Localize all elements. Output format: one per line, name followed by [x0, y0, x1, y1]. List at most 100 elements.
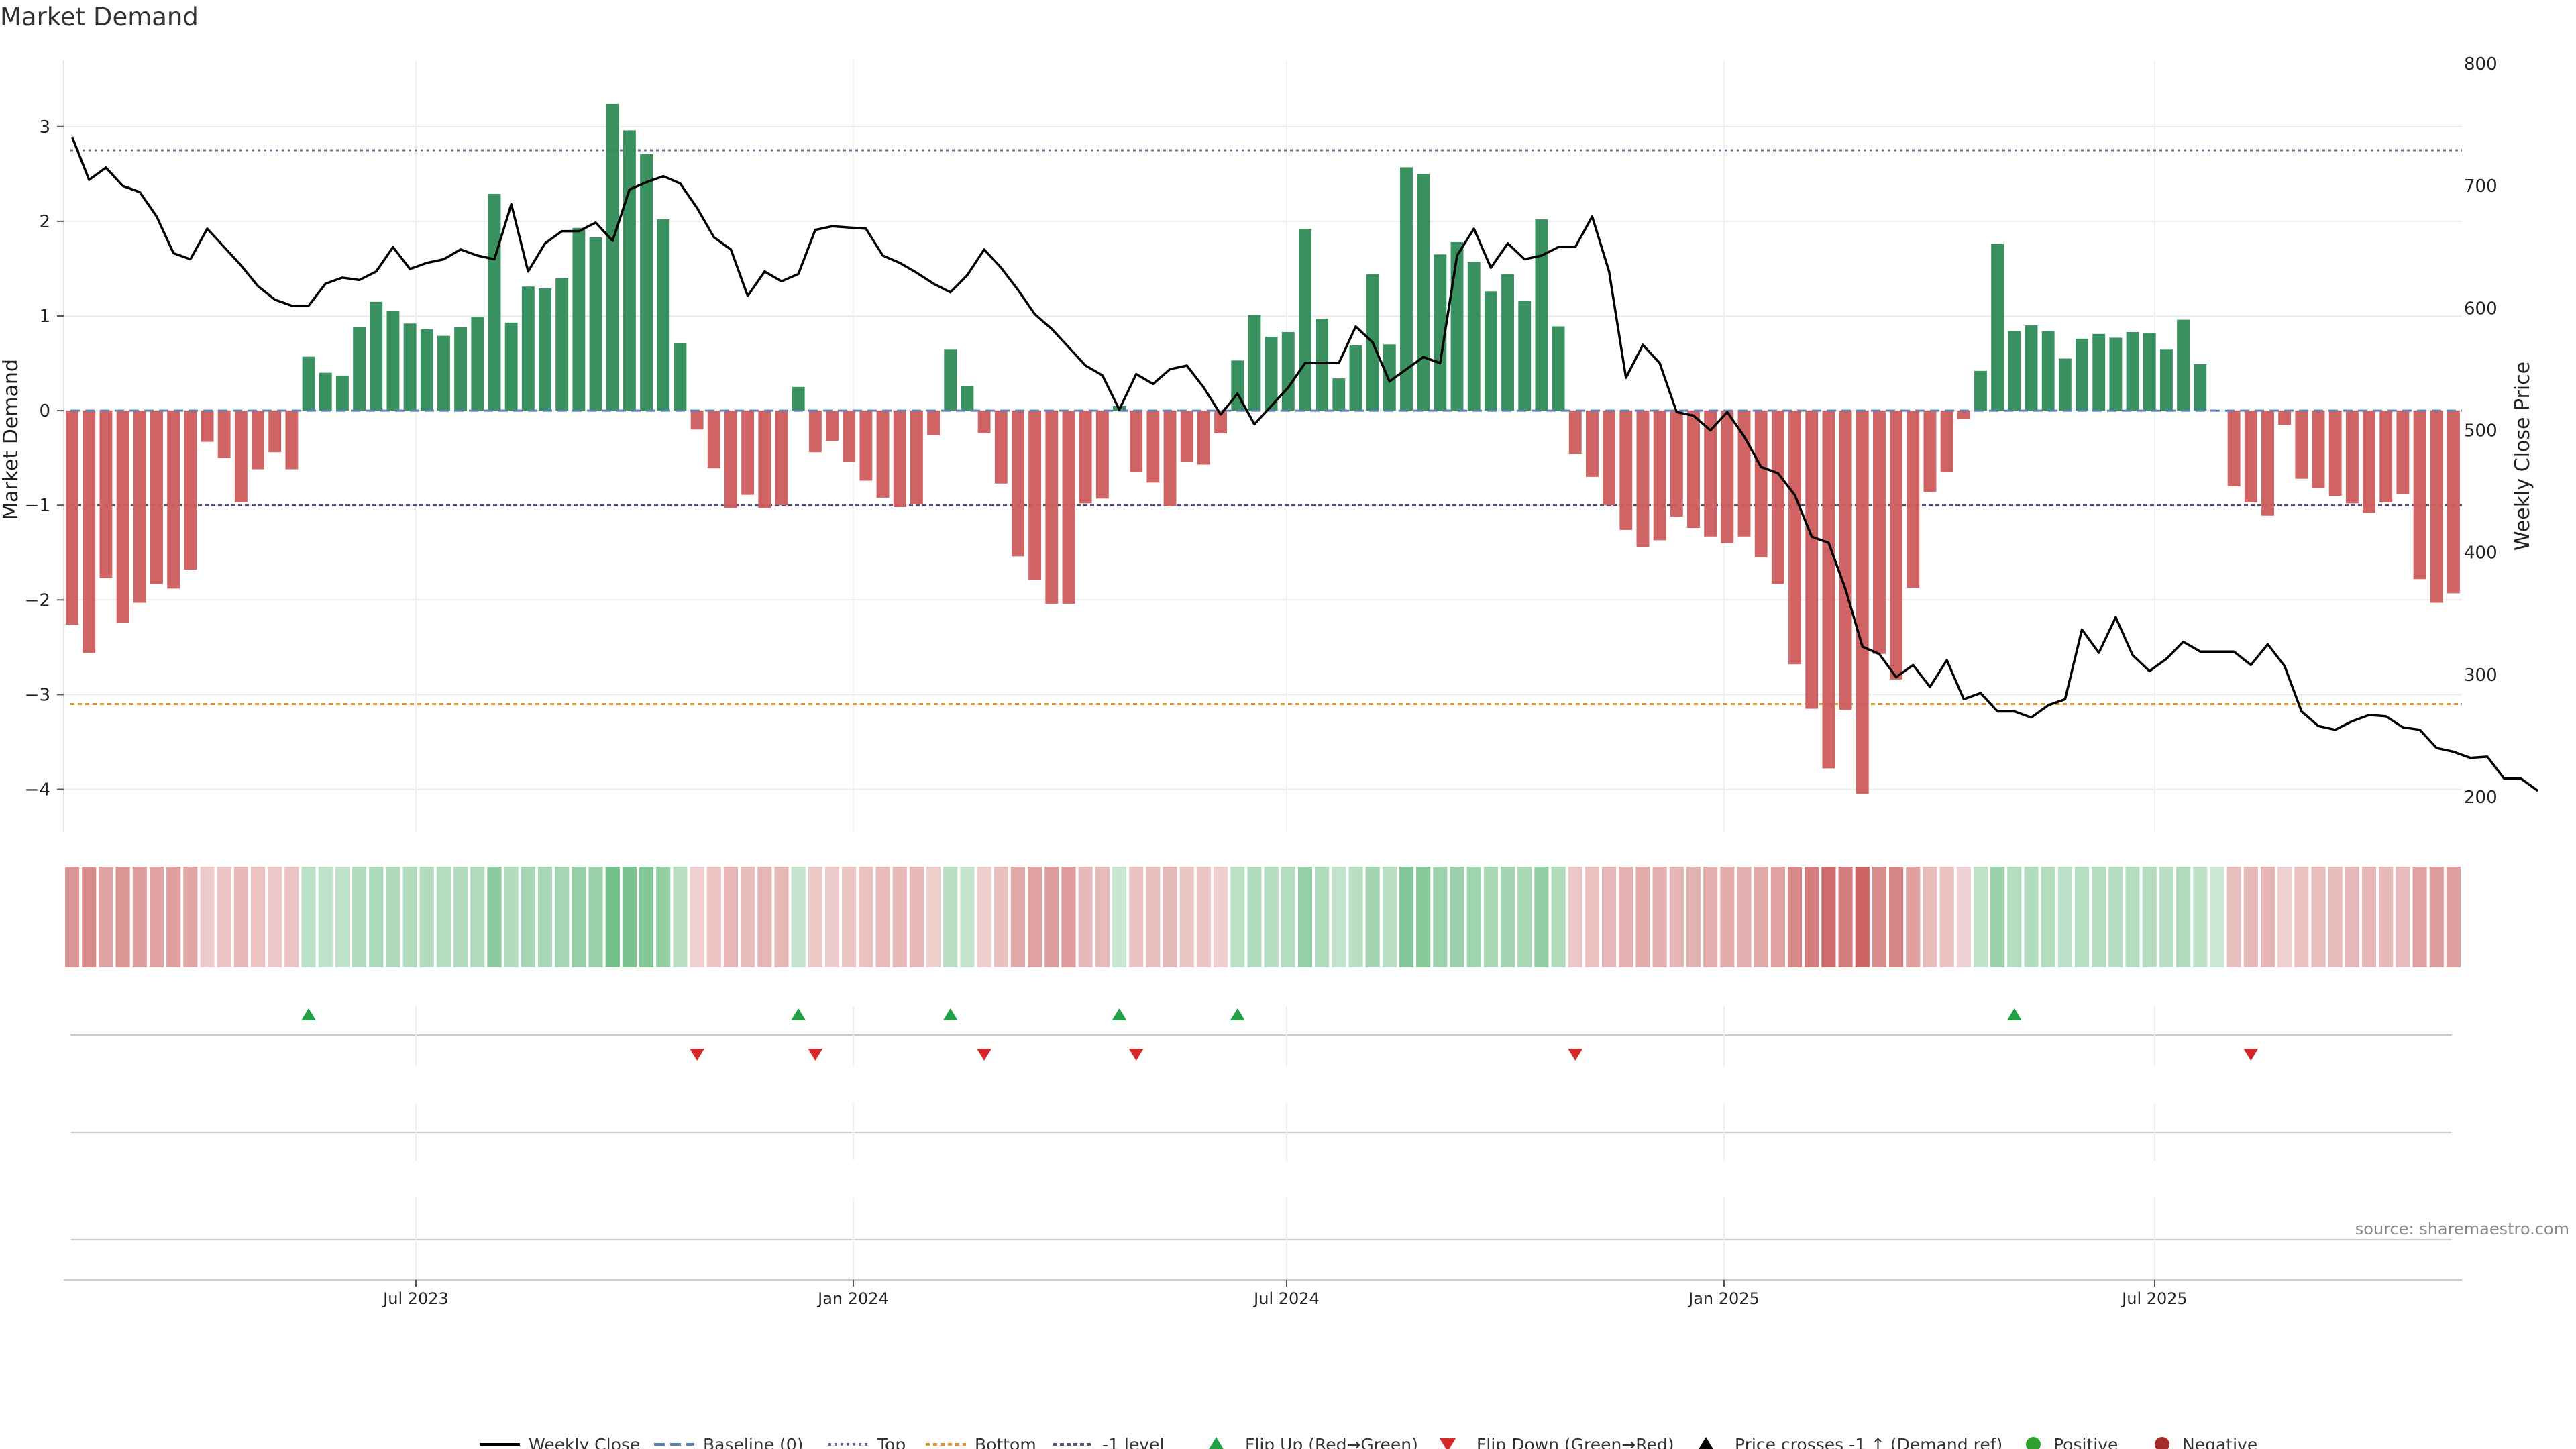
grid-lines — [63, 60, 2462, 832]
demand-bar — [1822, 411, 1835, 769]
strip-cell — [2243, 867, 2258, 967]
strip-cell — [1500, 867, 1515, 967]
strip-cell — [268, 867, 282, 967]
strip-cell — [1230, 867, 1245, 967]
legend-negative: Negative — [2182, 1435, 2257, 1449]
legend-swatch-price-cross — [1699, 1437, 1713, 1449]
legend-positive: Positive — [2053, 1435, 2118, 1449]
strip-cell — [1939, 867, 1954, 967]
demand-bar — [2345, 411, 2359, 504]
strip-cell — [132, 867, 147, 967]
strip-cell — [2311, 867, 2326, 967]
strip-cell — [436, 867, 451, 967]
demand-bar — [83, 411, 96, 653]
strip-cell — [1805, 867, 1819, 967]
demand-bar — [1265, 337, 1278, 411]
strip-cell — [943, 867, 958, 967]
strip-cell — [1348, 867, 1363, 967]
flip-up-marker — [1112, 1008, 1127, 1020]
strip-cell — [487, 867, 502, 967]
legend-swatch-flip-down — [1440, 1438, 1456, 1449]
flip-down-marker — [808, 1049, 823, 1061]
flip-down-marker — [2243, 1049, 2259, 1061]
demand-bar — [403, 323, 417, 411]
flip-up-marker — [301, 1008, 317, 1020]
strip-cell — [166, 867, 181, 967]
heat-strip — [65, 867, 2461, 967]
legend-swatch-positive — [2026, 1437, 2041, 1449]
demand-bar — [1467, 262, 1481, 411]
demand-bar — [741, 411, 755, 495]
strip-cell — [1129, 867, 1144, 967]
x-tick-label: Jul 2025 — [2121, 1289, 2188, 1308]
strip-cell — [1281, 867, 1295, 967]
y2-tick-label: 600 — [2464, 299, 2498, 319]
strip-cell — [656, 867, 671, 967]
strip-cell — [2024, 867, 2039, 967]
demand-bar — [1940, 411, 1953, 472]
strip-cell — [994, 867, 1008, 967]
y2-tick-label: 700 — [2464, 176, 2498, 197]
flip-down-marker — [690, 1049, 705, 1061]
demand-bar — [1636, 411, 1650, 547]
demand-bar — [1687, 411, 1700, 529]
demand-bar — [1400, 167, 1413, 411]
strip-cell — [470, 867, 485, 967]
demand-bar — [2278, 411, 2292, 425]
demand-bar — [910, 411, 923, 504]
demand-bar — [843, 411, 856, 462]
demand-bar — [961, 386, 974, 411]
demand-bar — [1721, 411, 1734, 543]
x-tick-label: Jul 2023 — [382, 1289, 449, 1308]
source-credit: source: sharemaestro.com — [2355, 1220, 2569, 1238]
strip-cell — [2412, 867, 2427, 967]
demand-bar — [1079, 411, 1092, 504]
lower-panels — [70, 1006, 2452, 1280]
strip-cell — [1146, 867, 1161, 967]
strip-cell — [1551, 867, 1566, 967]
demand-bar — [1316, 319, 1329, 411]
demand-bar — [2058, 358, 2072, 411]
x-tick-label: Jul 2024 — [1252, 1289, 1320, 1308]
demand-bar — [775, 411, 788, 506]
demand-bar — [2430, 411, 2443, 603]
strip-cell — [352, 867, 367, 967]
strip-cell — [537, 867, 553, 967]
demand-bar — [1298, 229, 1311, 411]
strip-cell — [2396, 867, 2410, 967]
demand-bar — [184, 411, 197, 570]
strip-cell — [115, 867, 130, 967]
demand-bar — [572, 227, 586, 411]
flip-down-marker — [1568, 1049, 1583, 1061]
x-axis: Jul 2023 Jan 2024 Jul 2024 Jan 2025 Jul 2025 — [64, 1279, 2462, 1308]
strip-cell — [2226, 867, 2241, 967]
strip-cell — [2328, 867, 2343, 967]
demand-bar — [623, 130, 636, 411]
strip-cell — [2446, 867, 2461, 967]
strip-cell — [1821, 867, 1836, 967]
demand-bar — [1349, 345, 1362, 411]
demand-bar — [353, 327, 366, 411]
strip-cell — [639, 867, 654, 967]
reference-lines — [70, 149, 2462, 706]
strip-cell — [1602, 867, 1617, 967]
demand-bar — [420, 329, 433, 411]
demand-bar — [1872, 411, 1886, 654]
demand-bar — [302, 356, 315, 411]
strip-cell — [1686, 867, 1701, 967]
y-tick-label: −3 — [25, 685, 50, 705]
demand-bar — [1552, 326, 1565, 411]
strip-cell — [1297, 867, 1313, 967]
demand-bar — [826, 411, 839, 441]
demand-bar — [707, 411, 720, 469]
demand-bar — [1484, 291, 1497, 411]
strip-cell — [1787, 867, 1803, 967]
demand-bar — [2413, 411, 2426, 580]
demand-bar — [1568, 411, 1582, 454]
strip-cell — [386, 867, 400, 967]
demand-bar — [1450, 241, 1464, 411]
price-line — [70, 136, 2539, 792]
strip-cell — [2210, 867, 2224, 967]
strip-cell — [690, 867, 704, 967]
demand-bar — [2126, 331, 2139, 411]
